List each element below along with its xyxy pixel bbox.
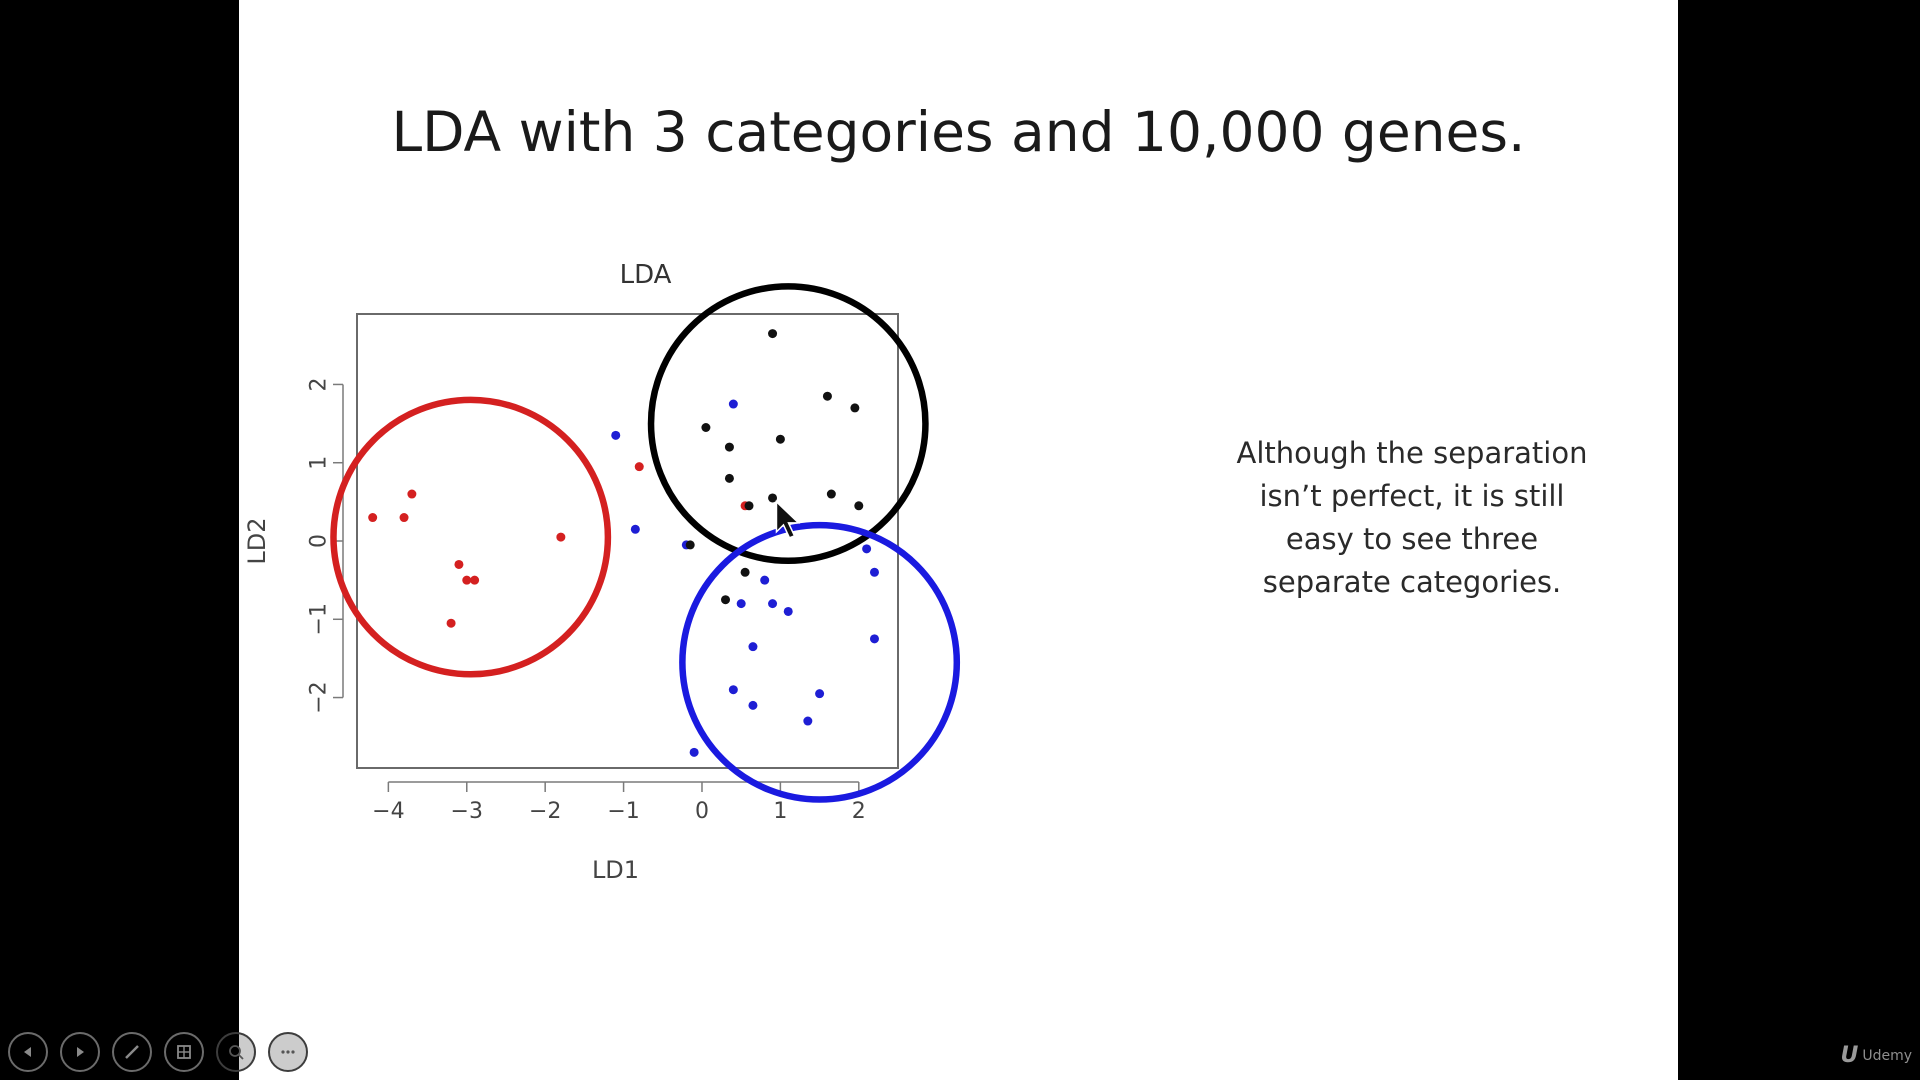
data-point xyxy=(728,685,738,695)
x-tick-label: −2 xyxy=(529,799,561,824)
data-point xyxy=(399,513,409,523)
side-note-line: Although the separation xyxy=(1236,436,1588,470)
data-point xyxy=(701,423,711,432)
data-point xyxy=(728,399,738,409)
data-point xyxy=(826,489,836,499)
highlight-circle xyxy=(679,521,961,803)
data-point xyxy=(862,544,872,554)
data-point xyxy=(869,567,879,577)
highlight-circle xyxy=(647,283,929,565)
x-tick-label: −3 xyxy=(451,799,483,824)
x-axis-label: LD1 xyxy=(592,856,639,884)
next-icon[interactable] xyxy=(60,1032,100,1072)
data-point xyxy=(462,575,472,585)
data-point xyxy=(783,606,793,616)
side-note: Although the separation isn’t perfect, i… xyxy=(1177,432,1647,604)
x-tick-label: −4 xyxy=(372,799,404,824)
data-point xyxy=(470,575,480,585)
data-point xyxy=(748,700,758,710)
presentation-controls xyxy=(8,1032,308,1074)
udemy-logo-icon: U xyxy=(1840,1043,1859,1068)
data-point xyxy=(689,747,699,757)
highlight-circle xyxy=(330,396,612,678)
slide-title: LDA with 3 categories and 10,000 genes. xyxy=(391,100,1526,164)
y-tick-label: 2 xyxy=(307,377,332,391)
data-point xyxy=(768,493,778,503)
previous-icon[interactable] xyxy=(8,1032,48,1072)
data-point xyxy=(556,532,566,542)
cursor-icon xyxy=(775,500,801,539)
data-point xyxy=(869,634,879,644)
y-tick-label: −2 xyxy=(307,681,332,713)
data-point xyxy=(446,618,456,628)
side-note-line: separate categories. xyxy=(1262,565,1562,599)
pen-icon[interactable] xyxy=(112,1032,152,1072)
data-point xyxy=(736,599,746,609)
data-point xyxy=(822,391,832,401)
data-point xyxy=(740,567,750,577)
y-tick-label: 1 xyxy=(307,456,332,470)
x-tick-label: 2 xyxy=(852,799,866,824)
data-point xyxy=(850,403,860,413)
zoom-icon[interactable] xyxy=(216,1032,256,1072)
brand-name: Udemy xyxy=(1862,1047,1912,1064)
data-point xyxy=(724,473,734,483)
x-tick-label: 0 xyxy=(695,799,709,824)
data-point xyxy=(368,513,378,523)
data-point xyxy=(407,489,417,499)
data-point xyxy=(685,540,695,550)
y-axis-label: LD2 xyxy=(243,517,271,564)
x-tick-label: −1 xyxy=(607,799,639,824)
slide: LDA with 3 categories and 10,000 genes. … xyxy=(239,0,1678,1080)
more-icon[interactable] xyxy=(268,1032,308,1072)
data-point xyxy=(768,599,778,609)
y-tick-label: −1 xyxy=(307,603,332,635)
udemy-logo: U Udemy xyxy=(1840,1043,1912,1068)
data-point xyxy=(775,434,785,444)
side-note-line: isn’t perfect, it is still xyxy=(1259,479,1565,513)
data-point xyxy=(611,430,621,440)
data-point xyxy=(748,642,758,652)
x-tick-label: 1 xyxy=(773,799,787,824)
data-point xyxy=(803,716,813,726)
plot-frame xyxy=(356,313,899,769)
data-point xyxy=(744,501,754,511)
data-point xyxy=(854,501,864,511)
y-tick-label: 0 xyxy=(307,534,332,548)
data-point xyxy=(630,524,640,534)
data-point xyxy=(768,329,778,339)
side-note-line: easy to see three xyxy=(1285,522,1539,556)
data-point xyxy=(760,575,770,585)
data-point xyxy=(721,595,731,605)
data-point xyxy=(634,462,644,472)
slides-icon[interactable] xyxy=(164,1032,204,1072)
data-point xyxy=(454,559,464,569)
chart-title: LDA xyxy=(620,260,672,290)
lda-chart: LDA −4 −3 −2 −1 0 1 2 LD1 −2 −1 0 1 2 LD2 xyxy=(243,260,961,884)
data-point xyxy=(724,442,734,452)
data-point xyxy=(815,689,825,699)
